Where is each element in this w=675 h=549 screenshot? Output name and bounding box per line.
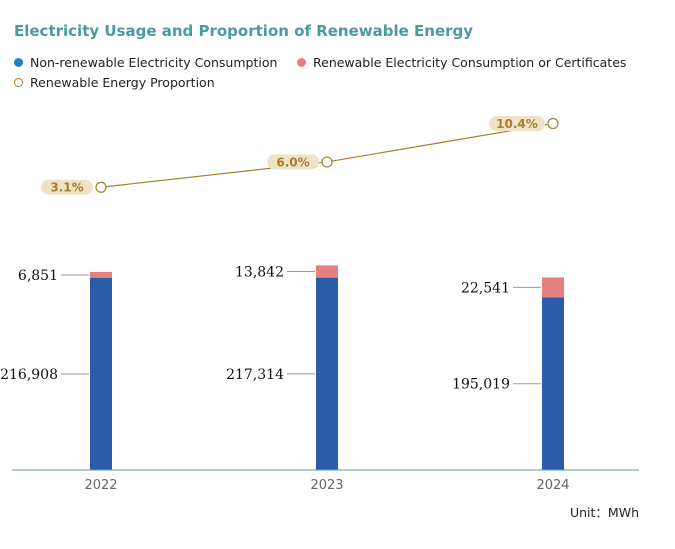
legend-marker-renewable [297,58,306,67]
legend-label-non-renewable: Non-renewable Electricity Consumption [30,55,278,70]
legend-label-renewable: Renewable Electricity Consumption or Cer… [313,55,627,70]
legend-marker-non-renewable [14,58,23,67]
x-tick-label-2023: 2023 [310,478,343,493]
proportion-pill-2023 [267,154,319,170]
proportion-pill-2024 [489,116,545,132]
proportion-point-2023 [321,156,333,168]
legend-marker-proportion [14,78,23,87]
proportion-line [100,122,554,188]
chart-title: Electricity Usage and Proportion of Rene… [14,22,474,40]
unit-label: Unit：MWh [569,505,639,520]
bar-renewable-2023 [316,265,338,278]
value-label-non-renewable-2022: 216,908 [0,367,58,383]
value-label-renewable-2022: 6,851 [18,268,58,284]
bar-non-renewable-2024 [542,297,564,470]
bar-non-renewable-2023 [316,277,338,470]
x-tick-label-2022: 2022 [84,478,117,493]
proportion-label-2023: 6.0% [276,155,309,169]
proportion-pill-2022 [41,179,93,195]
proportion-point-2024 [547,117,559,130]
proportion-label-2022: 3.1% [50,181,83,195]
legend-item-non-renewable: Non-renewable Electricity Consumption [14,55,277,70]
x-tick-label-2024: 2024 [536,478,569,493]
value-label-non-renewable-2024: 195,019 [452,377,510,393]
value-label-renewable-2024: 22,541 [461,280,510,296]
value-label-non-renewable-2023: 217,314 [226,367,284,383]
bar-non-renewable-2022 [90,278,112,470]
legend-item-proportion: Renewable Energy Proportion [14,75,215,90]
legend-label-proportion: Renewable Energy Proportion [30,75,215,90]
value-label-renewable-2023: 13,842 [235,265,284,281]
proportion-label-2024: 10.4% [496,117,538,131]
legend-item-renewable: Renewable Electricity Consumption or Cer… [297,55,626,70]
bar-renewable-2024 [542,277,564,298]
proportion-point-2022 [95,181,107,193]
bar-renewable-2022 [90,271,112,278]
